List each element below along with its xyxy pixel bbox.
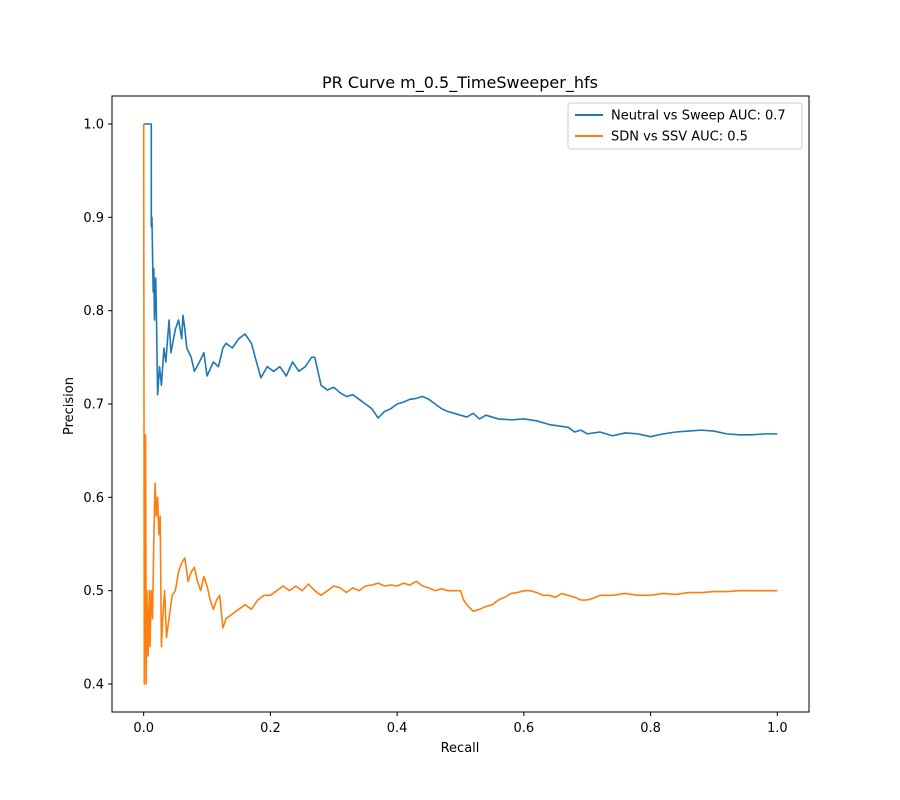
x-tick-label: 0.2	[260, 721, 281, 736]
y-tick-label: 0.6	[83, 491, 104, 506]
y-axis-label: Precision	[62, 377, 77, 435]
y-tick-label: 0.8	[83, 304, 104, 319]
series-line-1	[143, 123, 778, 438]
legend-box	[567, 102, 803, 150]
plot-lines	[142, 123, 778, 685]
y-tick-label: 0.5	[83, 584, 104, 599]
series-line-2	[142, 123, 778, 685]
x-axis: 0.0 0.2 0.4 0.6 0.8 1.0	[133, 712, 788, 736]
x-tick-label: 0.6	[514, 721, 535, 736]
y-tick-label: 0.9	[83, 211, 104, 226]
chart-title: PR Curve m_0.5_TimeSweeper_hfs	[322, 73, 598, 93]
x-tick-label: 1.0	[767, 721, 788, 736]
legend-label: SDN vs SSV AUC: 0.5	[611, 130, 748, 145]
legend-label: Neutral vs Sweep AUC: 0.7	[611, 109, 786, 124]
y-tick-label: 0.4	[83, 678, 104, 693]
y-axis: 0.4 0.5 0.6 0.7 0.8 0.9 1.0	[83, 118, 112, 693]
x-axis-label: Recall	[441, 741, 480, 756]
x-tick-label: 0.8	[640, 721, 661, 736]
y-tick-label: 0.7	[83, 398, 104, 413]
x-tick-label: 0.0	[133, 721, 154, 736]
x-tick-label: 0.4	[387, 721, 408, 736]
y-tick-label: 1.0	[83, 118, 104, 133]
legend: Neutral vs Sweep AUC: 0.7 SDN vs SSV AUC:…	[567, 102, 803, 150]
